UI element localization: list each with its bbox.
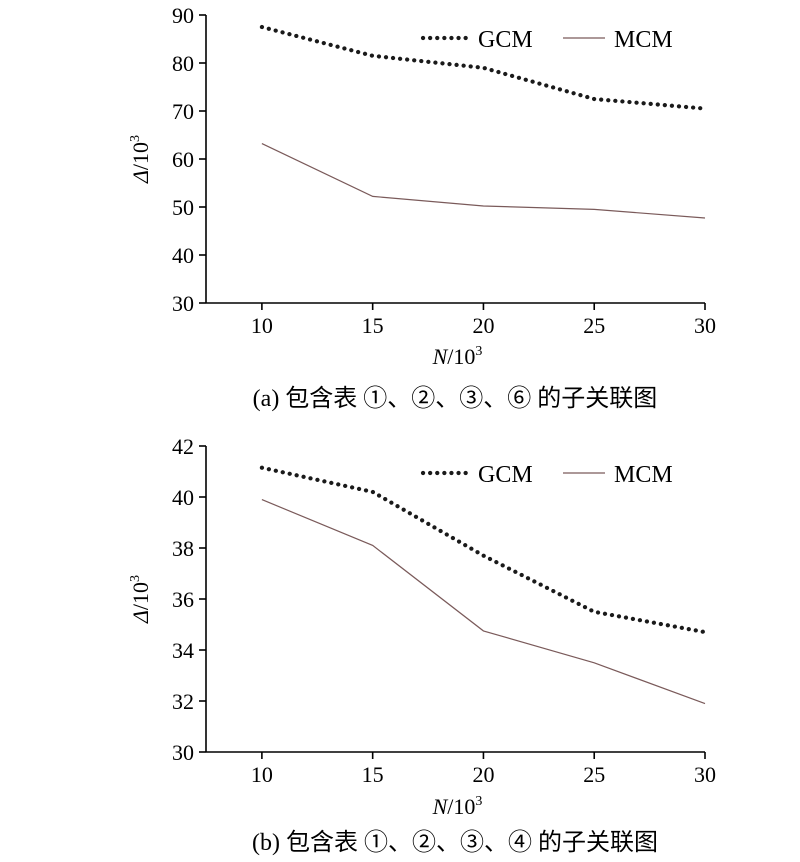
series-line-mcm: [261, 499, 706, 705]
x-axis-label-unit: /10: [447, 794, 475, 819]
x-axis-label-exp: 3: [475, 794, 482, 809]
y-tick-label: 50: [172, 195, 194, 220]
legend-label-gcm: GCM: [478, 27, 533, 53]
y-tick-label: 40: [172, 485, 194, 510]
y-tick-label: 32: [172, 689, 194, 714]
y-tick-label: 36: [172, 587, 194, 612]
y-tick-label: 38: [172, 536, 194, 561]
y-axis-label: Δ/103: [128, 575, 153, 624]
x-tick-label: 10: [251, 762, 273, 787]
y-axis-label-var: Δ: [128, 610, 153, 624]
x-tick-label: 20: [472, 762, 494, 787]
x-axis-label-var: N: [432, 344, 449, 369]
x-tick-label: 10: [251, 313, 273, 338]
legend-label-gcm: GCM: [478, 462, 533, 488]
x-axis-label-var: N: [432, 794, 449, 819]
legend-label-mcm: MCM: [614, 462, 673, 488]
legend-label-mcm: MCM: [614, 27, 673, 53]
series-line-gcm: [259, 465, 708, 635]
chart-caption: (b) 包含表 ①、②、③、④ 的子关联图: [252, 829, 658, 856]
y-axis-label: Δ/103: [128, 135, 153, 184]
y-axis-label-unit: /10: [128, 582, 153, 610]
y-tick-label: 30: [172, 291, 194, 316]
x-tick-label: 15: [362, 762, 384, 787]
y-tick-label: 80: [172, 51, 194, 76]
chart-caption: (a) 包含表 ①、②、③、⑥ 的子关联图: [253, 385, 658, 412]
x-tick-label: 25: [583, 313, 605, 338]
y-tick-label: 90: [172, 3, 194, 28]
legend: GCM MCM: [420, 27, 673, 53]
x-axis-label: N/103: [432, 794, 483, 819]
y-axis-label-unit: /10: [128, 142, 153, 170]
y-tick-label: 70: [172, 99, 194, 124]
x-tick-label: 30: [694, 762, 716, 787]
y-axis-label-exp: 3: [128, 135, 143, 142]
x-tick-label: 30: [694, 313, 716, 338]
x-tick-label: 25: [583, 762, 605, 787]
x-axis-label-exp: 3: [475, 344, 482, 359]
y-tick-label: 40: [172, 243, 194, 268]
series-line-mcm: [261, 143, 706, 219]
x-tick-label: 15: [362, 313, 384, 338]
y-tick-label: 34: [172, 638, 194, 663]
y-tick-label: 42: [172, 434, 194, 459]
y-tick-label: 60: [172, 147, 194, 172]
x-axis-label-unit: /10: [447, 344, 475, 369]
y-tick-label: 30: [172, 740, 194, 765]
y-axis-label-exp: 3: [128, 575, 143, 582]
x-axis-label: N/103: [432, 344, 483, 369]
legend: GCM MCM: [420, 462, 673, 488]
y-axis-label-var: Δ: [128, 170, 153, 184]
x-tick-label: 20: [472, 313, 494, 338]
